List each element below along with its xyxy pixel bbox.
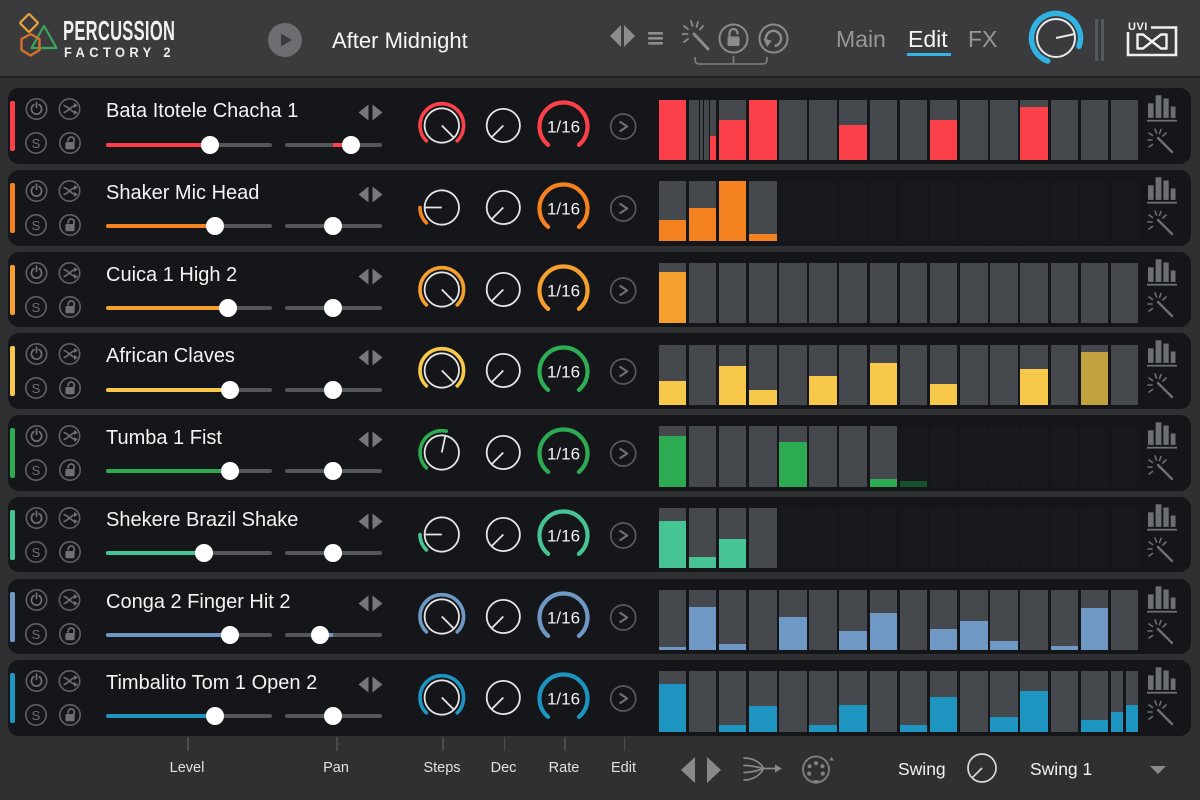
svg-text:1/16: 1/16 [547,690,580,709]
svg-text:S: S [32,463,41,478]
svg-text:1/16: 1/16 [547,526,580,545]
svg-text:S: S [32,381,41,396]
svg-text:S: S [32,626,41,641]
svg-text:S: S [32,545,41,560]
svg-text:1/16: 1/16 [547,608,580,627]
svg-text:S: S [32,299,41,314]
svg-text:1/16: 1/16 [547,118,580,137]
svg-text:S: S [32,218,41,233]
svg-text:1/16: 1/16 [547,200,580,219]
svg-text:1/16: 1/16 [547,363,580,382]
svg-text:S: S [32,136,41,151]
svg-text:1/16: 1/16 [547,445,580,464]
svg-text:1/16: 1/16 [547,281,580,300]
svg-text:S: S [32,708,41,723]
svg-text:UVI: UVI [1128,21,1148,33]
